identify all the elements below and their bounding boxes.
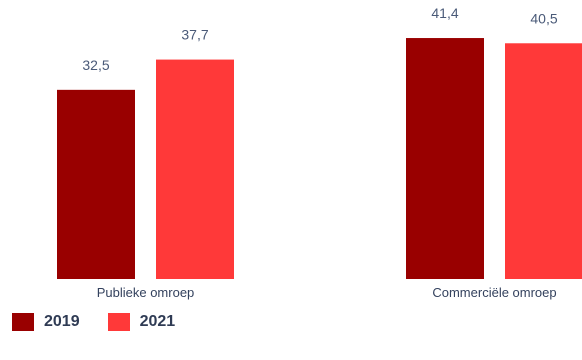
legend-swatch-2019 (12, 313, 34, 331)
category-label-commercieel: Commerciële omroep (432, 285, 556, 300)
legend-item-2021[interactable]: 2021 (107, 313, 176, 331)
value-label-2021-commercieel: 40,5 (530, 10, 557, 26)
bar-2019-publiek[interactable] (57, 89, 135, 279)
bar-2019-commercieel[interactable] (406, 38, 484, 280)
legend-item-2019[interactable]: 2019 (12, 313, 80, 331)
bar-chart: 32,5 37,7 Publieke omroep 41,4 40,5 Commercië… (57, 5, 582, 300)
bar-2021-publiek[interactable] (156, 59, 234, 279)
legend-swatch-2021 (107, 313, 130, 331)
legend-label-2019: 2019 (44, 313, 80, 330)
value-label-2019-commercieel: 41,4 (431, 5, 458, 21)
bar-2021-commercieel[interactable] (505, 43, 582, 279)
value-label-2019-publiek: 32,5 (82, 57, 109, 73)
legend-label-2021: 2021 (139, 313, 176, 330)
category-label-publiek: Publieke omroep (97, 285, 195, 300)
value-label-2021-publiek: 37,7 (181, 27, 208, 43)
legend: 2019 2021 (12, 313, 175, 331)
